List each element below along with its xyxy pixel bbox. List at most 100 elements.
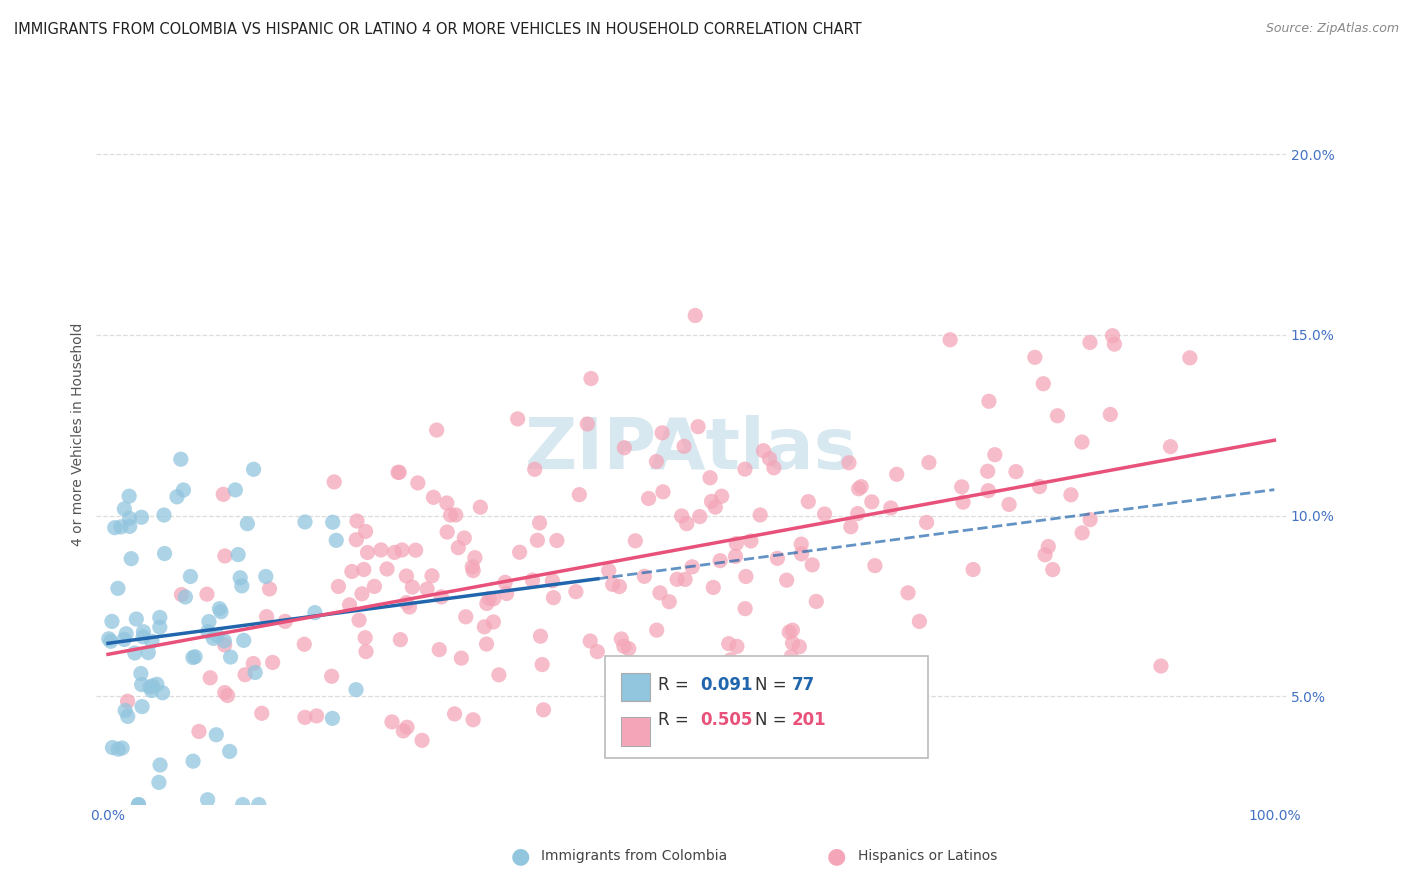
Point [405,543,427,558]
Point [866,703,889,717]
Point [633,569,655,583]
Point [218,744,240,758]
Point [179,569,201,583]
Point [977,483,1000,498]
Text: N =: N = [755,711,792,729]
Text: 77: 77 [792,676,815,694]
Point [198,615,221,629]
Point [762,460,785,475]
Point [149,620,172,634]
Text: Immigrants from Colombia: Immigrants from Colombia [541,849,727,863]
Point [1159,440,1181,454]
Point [450,651,472,665]
Point [1150,659,1173,673]
Point [124,646,146,660]
Point [347,613,370,627]
Point [132,624,155,639]
Point [610,632,633,646]
Point [136,646,159,660]
Point [141,683,163,698]
Point [195,587,218,601]
Point [918,456,941,470]
Point [131,699,153,714]
Point [224,483,246,497]
Point [292,637,315,651]
Point [1101,328,1123,343]
Point [734,462,756,476]
Point [1060,488,1083,502]
Point [846,507,869,521]
Point [710,489,733,503]
Point [112,502,135,516]
Point [131,677,153,691]
Point [205,628,228,642]
Point [950,480,973,494]
Point [344,682,367,697]
Point [219,650,242,665]
Text: ●: ● [827,847,846,866]
Point [683,309,706,323]
Point [214,633,236,648]
Point [395,596,418,610]
Point [259,582,281,596]
Point [340,565,363,579]
Point [426,423,449,437]
Point [114,704,136,718]
Point [848,482,870,496]
Point [117,694,139,708]
Point [354,631,377,645]
Point [184,649,207,664]
Point [104,521,127,535]
Point [482,591,505,606]
Point [1178,351,1201,365]
Point [658,595,681,609]
Point [1028,479,1050,493]
Point [107,582,129,596]
Point [444,508,467,522]
Point [579,371,602,385]
Point [112,632,135,647]
Point [666,572,689,586]
Point [780,649,803,664]
Point [998,498,1021,512]
Point [673,439,696,453]
Point [908,615,931,629]
Point [782,623,804,637]
Point [1033,548,1056,562]
Point [395,569,418,583]
Point [962,563,984,577]
Point [101,615,124,629]
Point [250,706,273,721]
Point [214,549,236,563]
Point [209,605,232,619]
Point [226,548,249,562]
Point [1005,465,1028,479]
Point [529,629,551,643]
Point [131,510,153,524]
Point [202,632,225,646]
Point [339,598,361,612]
Point [398,600,420,615]
Point [702,581,724,595]
Point [533,703,555,717]
Point [915,516,938,530]
Point [838,456,860,470]
Point [488,668,510,682]
Point [709,554,731,568]
Point [149,610,172,624]
Point [262,656,284,670]
Point [97,632,120,646]
Point [107,742,129,756]
Point [651,425,673,440]
Point [725,640,748,654]
Point [613,441,636,455]
Text: 0.505: 0.505 [700,711,752,729]
Point [214,685,236,699]
Point [328,579,350,593]
Point [115,627,138,641]
Point [1038,540,1060,554]
Point [120,551,142,566]
Point [118,489,141,503]
Point [839,520,862,534]
Point [205,728,228,742]
